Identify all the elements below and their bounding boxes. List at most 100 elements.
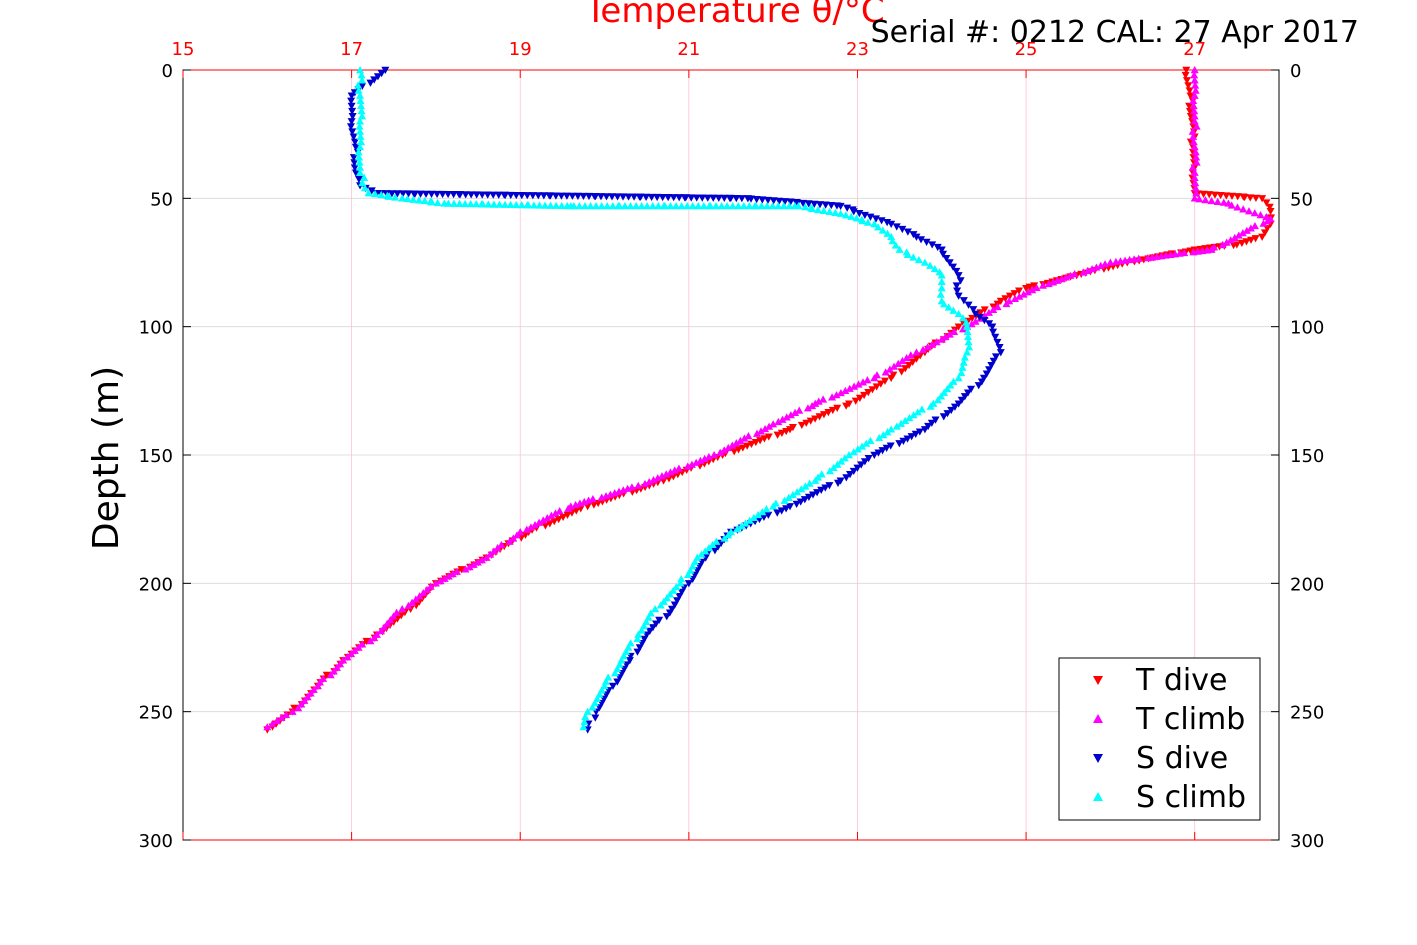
data-point: [648, 624, 657, 632]
data-point: [601, 677, 610, 685]
data-point: [1062, 273, 1071, 281]
data-point: [728, 202, 737, 210]
data-point: [858, 442, 867, 450]
data-point: [796, 498, 805, 506]
data-point: [263, 723, 272, 731]
data-point: [472, 191, 481, 199]
x-tick-label: 23: [846, 39, 869, 60]
data-point: [349, 133, 358, 141]
data-point: [751, 202, 760, 210]
data-point: [1066, 271, 1075, 279]
data-point: [963, 389, 972, 397]
data-point: [854, 380, 863, 388]
data-points: [263, 66, 1276, 734]
data-point: [366, 79, 375, 87]
data-point: [591, 714, 600, 722]
data-point: [1189, 248, 1198, 256]
data-point: [350, 138, 359, 146]
data-point: [620, 202, 629, 210]
data-point: [521, 531, 530, 539]
data-point: [827, 201, 836, 210]
data-point: [584, 192, 593, 201]
data-point: [551, 192, 560, 200]
data-point: [969, 306, 978, 314]
data-point: [980, 317, 989, 325]
data-point: [819, 206, 828, 215]
data-point: [1191, 81, 1200, 89]
data-point: [677, 575, 686, 583]
data-point: [700, 454, 709, 463]
data-point: [763, 196, 772, 205]
data-point: [782, 427, 791, 436]
data-point: [415, 592, 424, 600]
data-point: [845, 384, 854, 392]
data-point: [319, 674, 328, 682]
data-point: [600, 682, 609, 690]
data-point: [692, 194, 701, 202]
data-point: [1015, 292, 1024, 300]
data-point: [1028, 286, 1037, 294]
data-point: [524, 201, 533, 209]
data-point: [946, 381, 955, 389]
data-point: [975, 313, 984, 322]
data-point: [1230, 233, 1239, 242]
data-point: [1238, 229, 1247, 237]
data-point: [1229, 241, 1238, 250]
data-point: [662, 613, 671, 621]
data-point: [933, 243, 942, 252]
data-point: [945, 259, 954, 267]
data-point: [1001, 295, 1010, 303]
legend-marker: [1093, 714, 1103, 723]
data-point: [1143, 254, 1152, 262]
data-point: [1023, 288, 1032, 296]
data-point: [469, 560, 478, 568]
data-point: [749, 513, 758, 521]
data-point: [501, 191, 510, 200]
data-point: [763, 202, 772, 210]
data-point: [448, 570, 457, 578]
data-point: [809, 491, 818, 499]
data-point: [858, 217, 867, 225]
data-point: [422, 585, 431, 593]
data-point: [849, 448, 858, 456]
data-point: [640, 635, 649, 643]
data-point: [959, 297, 968, 305]
data-point: [670, 466, 679, 474]
data-point: [541, 522, 550, 530]
data-point: [941, 332, 950, 341]
data-point: [799, 199, 808, 208]
data-point: [602, 193, 611, 201]
data-point: [937, 284, 946, 292]
data-point: [1185, 87, 1194, 95]
data-point: [539, 516, 548, 524]
data-point: [592, 202, 601, 210]
data-point: [897, 368, 906, 376]
data-point: [277, 713, 286, 722]
data-point: [675, 194, 684, 202]
data-point: [985, 366, 994, 374]
data-point: [354, 175, 363, 184]
data-point: [348, 128, 357, 136]
data-point: [724, 443, 733, 452]
data-point: [662, 594, 671, 602]
data-point: [1186, 113, 1195, 121]
data-point: [505, 537, 514, 545]
data-point: [649, 476, 658, 484]
data-point: [653, 193, 662, 202]
data-point: [736, 436, 745, 444]
data-point: [466, 199, 475, 208]
data-point: [656, 601, 665, 609]
data-point: [431, 579, 440, 587]
y-tick-label-right: 100: [1290, 318, 1324, 339]
data-point: [606, 490, 615, 498]
data-point: [774, 417, 783, 426]
data-point: [343, 653, 352, 661]
data-point: [569, 202, 578, 210]
y-tick-label-right: 50: [1290, 189, 1313, 210]
data-point: [522, 525, 531, 533]
data-point: [635, 644, 644, 652]
x-tick-label: 19: [509, 39, 532, 60]
data-point: [804, 493, 813, 501]
data-point: [1189, 101, 1198, 110]
data-point: [297, 700, 306, 708]
